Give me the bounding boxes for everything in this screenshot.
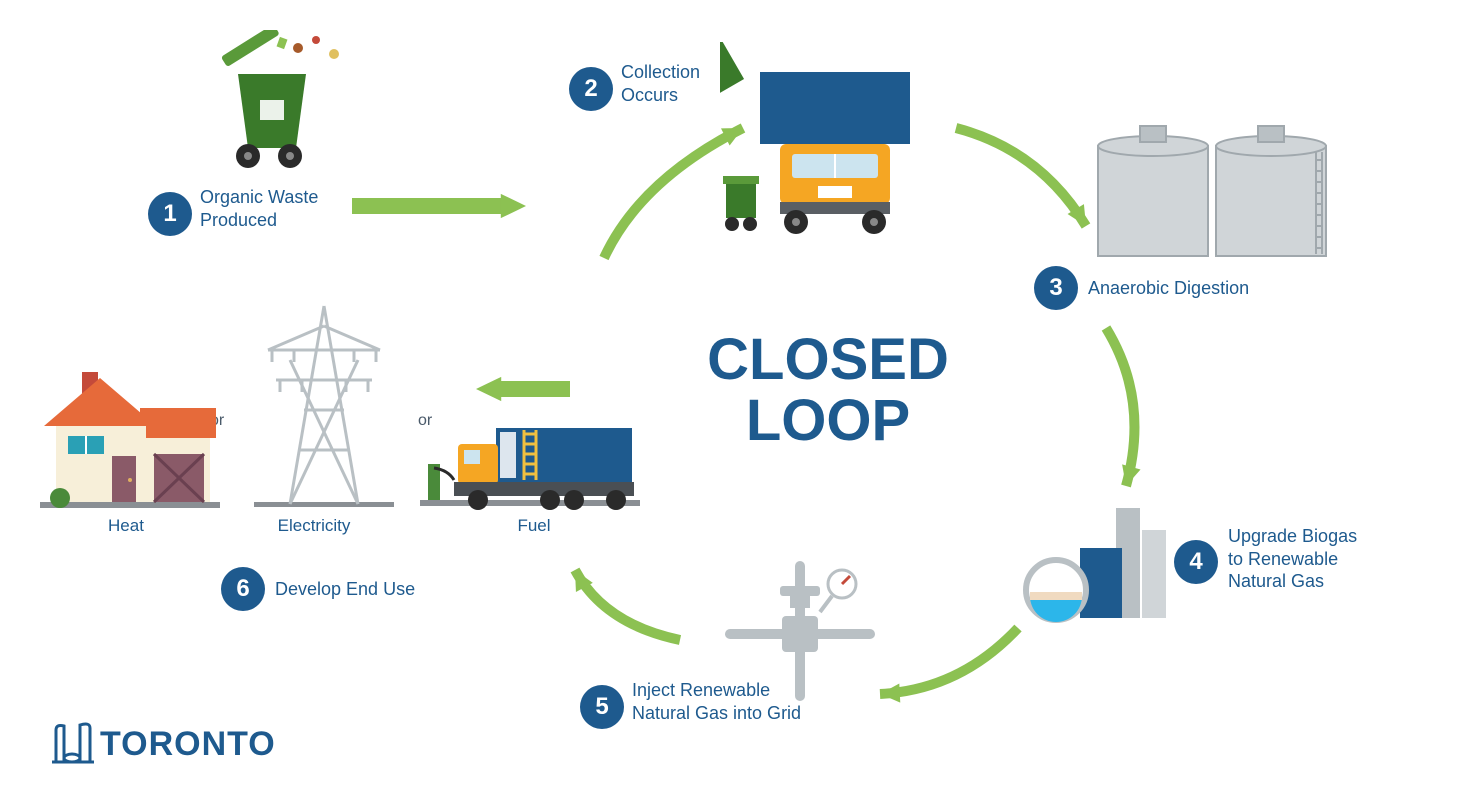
pipeline-valve-icon (720, 556, 880, 706)
collection-truck-icon (720, 42, 940, 242)
toronto-logo-text: TORONTO (100, 725, 276, 764)
toronto-logo: TORONTO (50, 720, 276, 764)
fuel-truck-icon (420, 410, 640, 510)
toronto-logo-icon (50, 720, 96, 764)
house-heat-icon (40, 360, 220, 510)
digestion-tanks-icon (1088, 116, 1338, 266)
waste-bin-icon (208, 30, 358, 180)
electricity-tower-icon (254, 300, 394, 510)
biogas-plant-icon (1016, 500, 1176, 630)
